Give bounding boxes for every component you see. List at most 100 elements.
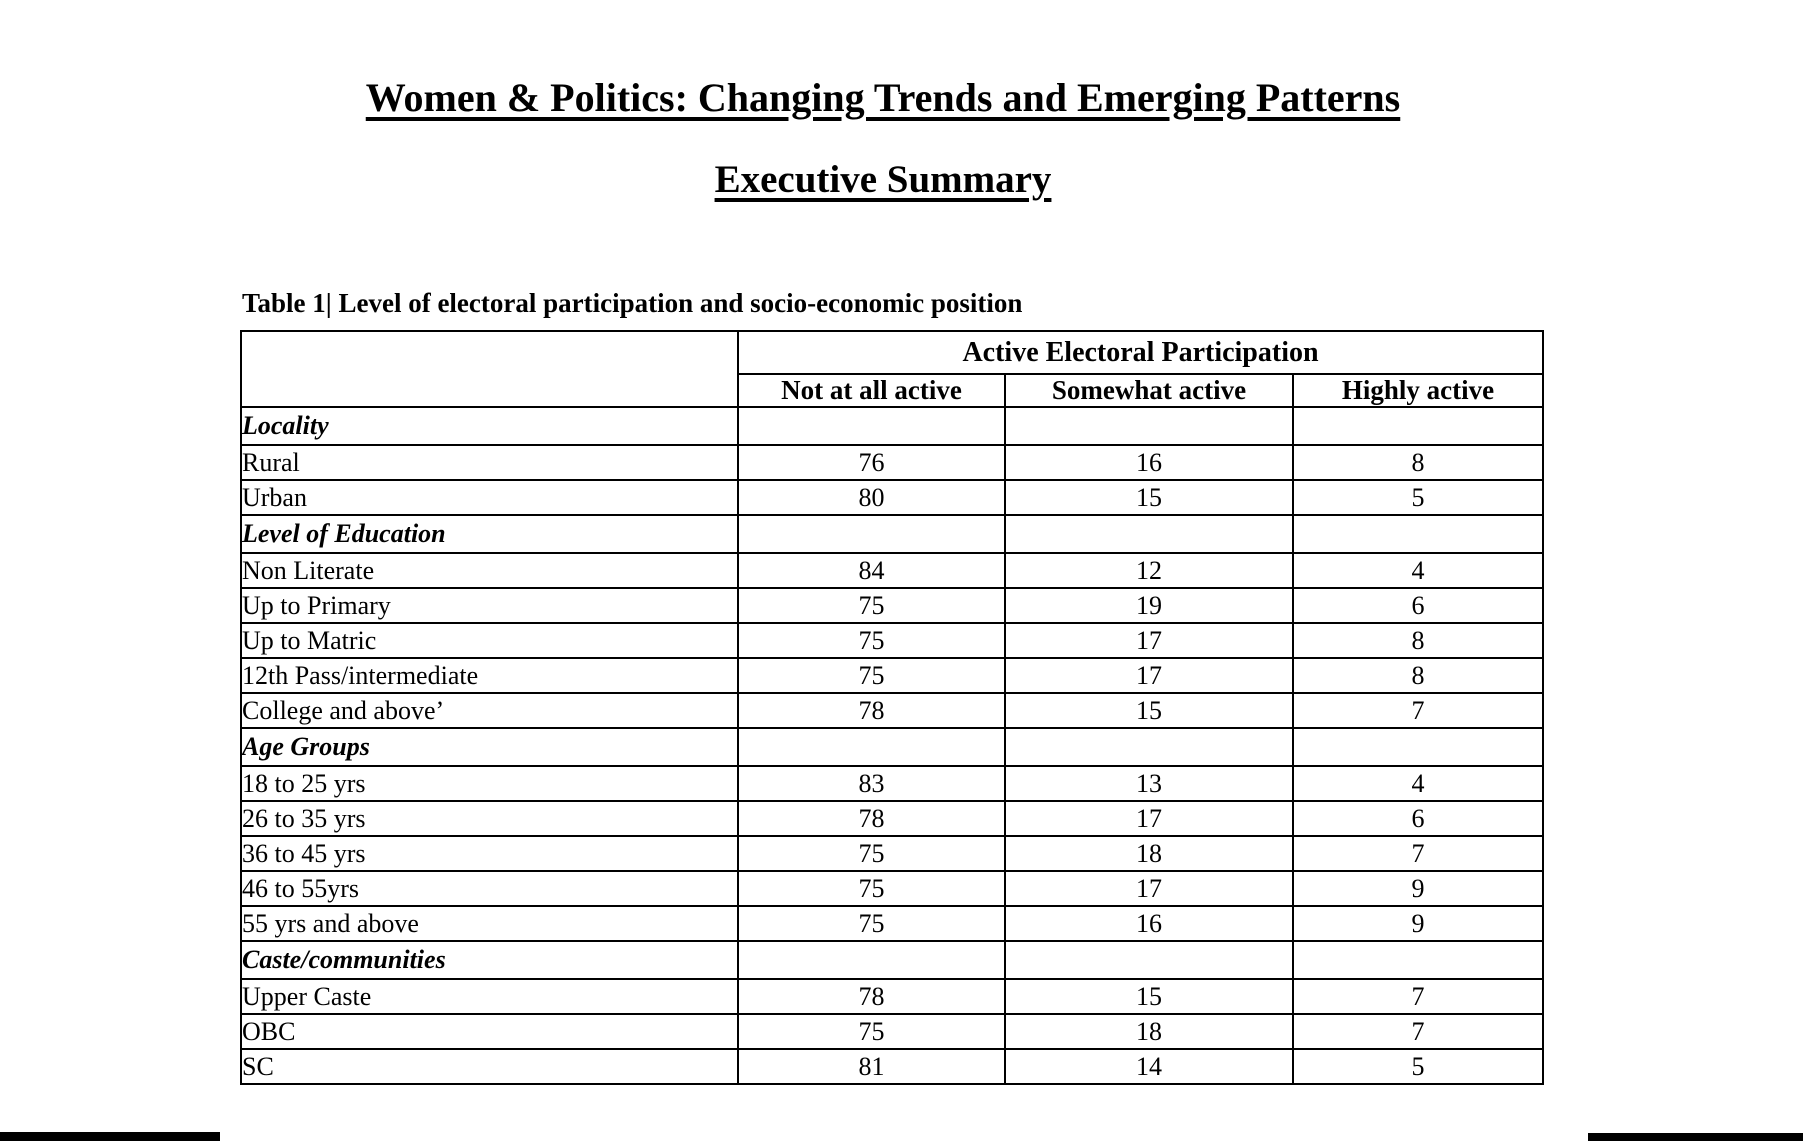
row-label-cell: Rural (240, 444, 739, 481)
column-header: Not at all active (737, 373, 1006, 408)
value-cell: 8 (1292, 444, 1544, 481)
value-cell (1004, 406, 1294, 446)
value-cell (737, 406, 1006, 446)
value-cell: 18 (1004, 1013, 1294, 1050)
value-cell: 75 (737, 622, 1006, 659)
value-cell (1292, 940, 1544, 980)
value-cell: 15 (1004, 692, 1294, 729)
value-cell: 75 (737, 835, 1006, 872)
value-cell: 75 (737, 1013, 1006, 1050)
row-label-cell: OBC (240, 1013, 739, 1050)
value-cell: 7 (1292, 835, 1544, 872)
table-header-group-row: Active Electoral Participation (240, 330, 1544, 408)
value-cell: 5 (1292, 1048, 1544, 1085)
value-cell: 13 (1004, 765, 1294, 802)
bottom-right-black-bar (1588, 1133, 1803, 1141)
document-title: Women & Politics: Changing Trends and Em… (365, 75, 1401, 120)
row-label-cell: 26 to 35 yrs (240, 800, 739, 837)
value-cell (1292, 406, 1544, 446)
row-label-cell: 46 to 55yrs (240, 870, 739, 907)
value-cell: 7 (1292, 692, 1544, 729)
value-cell: 5 (1292, 479, 1544, 516)
row-label-cell: Caste/communities (240, 940, 739, 980)
table-row: 55 yrs and above 75 16 9 (240, 905, 1544, 942)
value-cell: 17 (1004, 657, 1294, 694)
value-cell: 16 (1004, 444, 1294, 481)
row-label-cell: Non Literate (240, 552, 739, 589)
row-label-cell: Locality (240, 406, 739, 446)
value-cell: 75 (737, 587, 1006, 624)
value-cell: 7 (1292, 978, 1544, 1015)
value-cell: 17 (1004, 870, 1294, 907)
table-row: Rural 76 16 8 (240, 444, 1544, 481)
table-row: Caste/communities (240, 940, 1544, 980)
value-cell: 9 (1292, 905, 1544, 942)
row-label-cell: 55 yrs and above (240, 905, 739, 942)
value-cell: 78 (737, 978, 1006, 1015)
value-cell: 6 (1292, 587, 1544, 624)
value-cell (1004, 514, 1294, 554)
table-row: 12th Pass/intermediate 75 17 8 (240, 657, 1544, 694)
value-cell: 80 (737, 479, 1006, 516)
value-cell: 75 (737, 870, 1006, 907)
table-row: Locality (240, 406, 1544, 446)
value-cell: 78 (737, 800, 1006, 837)
row-label-cell: 12th Pass/intermediate (240, 657, 739, 694)
bottom-left-black-bar (0, 1132, 220, 1141)
value-cell (737, 514, 1006, 554)
value-cell: 78 (737, 692, 1006, 729)
value-cell: 16 (1004, 905, 1294, 942)
value-cell: 4 (1292, 765, 1544, 802)
value-cell (1004, 727, 1294, 767)
value-cell (1004, 940, 1294, 980)
table-row: College and above’ 78 15 7 (240, 692, 1544, 729)
table-row: Upper Caste 78 15 7 (240, 978, 1544, 1015)
column-header: Highly active (1292, 373, 1544, 408)
table-row: 26 to 35 yrs 78 17 6 (240, 800, 1544, 837)
table-row: Non Literate 84 12 4 (240, 552, 1544, 589)
table-row: SC 81 14 5 (240, 1048, 1544, 1085)
value-cell (737, 727, 1006, 767)
value-cell: 75 (737, 905, 1006, 942)
table-header-columns-row: Not at all active Somewhat active Highly a… (241, 373, 1544, 408)
value-cell (1292, 514, 1544, 554)
value-cell: 15 (1004, 479, 1294, 516)
column-header: Somewhat active (1004, 373, 1294, 408)
table-row: Up to Matric 75 17 8 (240, 622, 1544, 659)
value-cell: 7 (1292, 1013, 1544, 1050)
table-caption: Table 1| Level of electoral participatio… (242, 288, 1023, 318)
value-cell: 8 (1292, 622, 1544, 659)
row-label-cell: College and above’ (240, 692, 739, 729)
row-label-cell: Urban (240, 479, 739, 516)
row-label-cell: Up to Primary (240, 587, 739, 624)
value-cell (737, 940, 1006, 980)
table-row: 18 to 25 yrs 83 13 4 (240, 765, 1544, 802)
value-cell: 14 (1004, 1048, 1294, 1085)
row-label-cell: 18 to 25 yrs (240, 765, 739, 802)
value-cell: 83 (737, 765, 1006, 802)
value-cell: 18 (1004, 835, 1294, 872)
value-cell: 17 (1004, 800, 1294, 837)
document-subtitle: Executive Summary (714, 158, 1052, 201)
group-header-cell: Active Electoral Participation (737, 330, 1544, 375)
value-cell: 4 (1292, 552, 1544, 589)
row-label-cell: Upper Caste (240, 978, 739, 1015)
table-row: Up to Primary 75 19 6 (240, 587, 1544, 624)
table-row: Level of Education (240, 514, 1544, 554)
value-cell: 17 (1004, 622, 1294, 659)
value-cell (1292, 727, 1544, 767)
value-cell: 15 (1004, 978, 1294, 1015)
table-row: Urban 80 15 5 (240, 479, 1544, 516)
empty-header-cell (240, 330, 739, 408)
row-label-cell: 36 to 45 yrs (240, 835, 739, 872)
row-label-cell: Age Groups (240, 727, 739, 767)
value-cell: 84 (737, 552, 1006, 589)
value-cell: 19 (1004, 587, 1294, 624)
row-label-cell: Level of Education (240, 514, 739, 554)
value-cell: 76 (737, 444, 1006, 481)
value-cell: 12 (1004, 552, 1294, 589)
row-label-cell: SC (240, 1048, 739, 1085)
value-cell: 6 (1292, 800, 1544, 837)
value-cell: 75 (737, 657, 1006, 694)
